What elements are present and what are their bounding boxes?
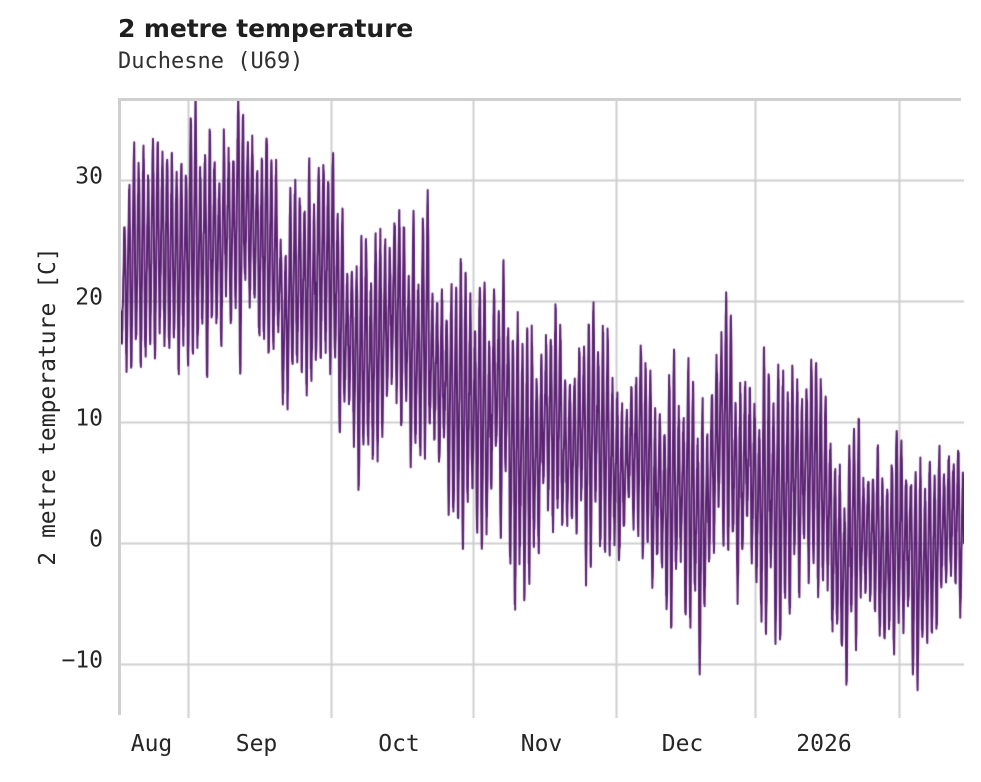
x-tick-label: 2026 <box>796 731 852 757</box>
title-block: 2 metre temperature Duchesne (U69) <box>118 14 878 77</box>
x-tick-label: Oct <box>378 731 420 757</box>
y-axis-label: 2 metre temperature [C] <box>35 247 61 566</box>
page-title: 2 metre temperature <box>118 14 414 43</box>
chart-subtitle: Duchesne (U69) <box>118 49 304 74</box>
x-tick-label: Aug <box>130 731 173 757</box>
x-tick-label: Dec <box>661 731 704 757</box>
y-tick-label: 20 <box>75 284 103 311</box>
y-tick-label: 0 <box>89 526 103 553</box>
plot-area <box>118 98 964 718</box>
y-tick-label: 30 <box>75 163 103 190</box>
timeseries-plot-canvas <box>121 101 964 718</box>
y-tick-label: 10 <box>75 405 103 432</box>
x-tick-label: Sep <box>235 731 278 757</box>
x-tick-label: Nov <box>520 731 563 757</box>
